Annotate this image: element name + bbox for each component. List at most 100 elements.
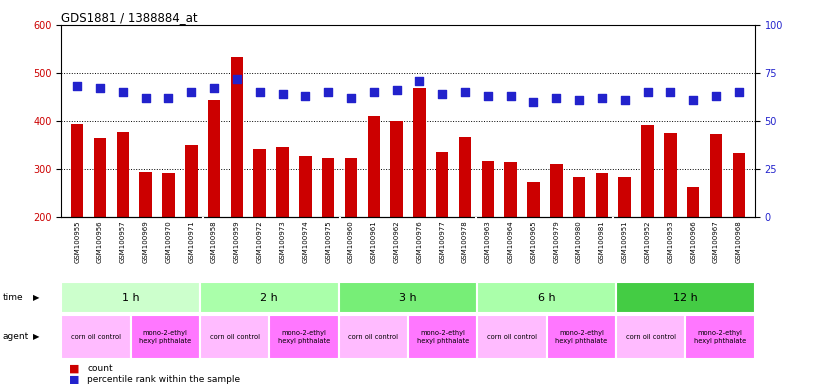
Point: [253, 89, 266, 95]
Text: GSM100979: GSM100979: [553, 220, 559, 263]
Text: 3 h: 3 h: [399, 293, 417, 303]
Text: GSM100973: GSM100973: [280, 220, 286, 263]
Text: GSM100958: GSM100958: [211, 220, 217, 263]
Point: [116, 89, 129, 95]
Text: ▶: ▶: [33, 333, 39, 341]
Point: [550, 95, 563, 101]
Text: GSM100951: GSM100951: [622, 220, 628, 263]
Bar: [339, 282, 477, 313]
Text: GSM100960: GSM100960: [348, 220, 354, 263]
Bar: [269, 315, 339, 359]
Text: GSM100962: GSM100962: [393, 220, 400, 263]
Bar: [619, 177, 631, 217]
Text: ■: ■: [69, 374, 80, 384]
Bar: [641, 125, 654, 217]
Bar: [140, 172, 152, 217]
Point: [732, 89, 745, 95]
Bar: [390, 121, 403, 217]
Text: 2 h: 2 h: [260, 293, 278, 303]
Text: agent: agent: [2, 333, 29, 341]
Bar: [61, 282, 200, 313]
Bar: [94, 138, 106, 217]
Text: GSM100975: GSM100975: [325, 220, 331, 263]
Text: count: count: [87, 364, 113, 373]
Text: GDS1881 / 1388884_at: GDS1881 / 1388884_at: [61, 12, 197, 25]
Point: [367, 89, 380, 95]
Text: ■: ■: [69, 364, 80, 374]
Bar: [344, 158, 357, 217]
Point: [139, 95, 152, 101]
Bar: [550, 164, 562, 217]
Point: [413, 78, 426, 84]
Point: [299, 93, 312, 99]
Point: [481, 93, 494, 99]
Point: [184, 89, 197, 95]
Point: [687, 97, 700, 103]
Bar: [200, 282, 339, 313]
Bar: [162, 173, 175, 217]
Text: mono-2-ethyl
hexyl phthalate: mono-2-ethyl hexyl phthalate: [416, 330, 469, 344]
Point: [230, 76, 243, 82]
Text: GSM100963: GSM100963: [485, 220, 491, 263]
Point: [527, 99, 540, 105]
Text: GSM100968: GSM100968: [736, 220, 742, 263]
Bar: [413, 88, 426, 217]
Text: GSM100953: GSM100953: [667, 220, 673, 263]
Bar: [596, 173, 608, 217]
Text: GSM100955: GSM100955: [74, 220, 80, 263]
Bar: [527, 182, 539, 217]
Bar: [477, 282, 616, 313]
Text: corn oil control: corn oil control: [348, 334, 398, 340]
Bar: [664, 134, 676, 217]
Bar: [299, 156, 312, 217]
Bar: [231, 57, 243, 217]
Bar: [367, 116, 380, 217]
Point: [504, 93, 517, 99]
Bar: [339, 315, 408, 359]
Text: GSM100976: GSM100976: [416, 220, 423, 263]
Text: mono-2-ethyl
hexyl phthalate: mono-2-ethyl hexyl phthalate: [277, 330, 330, 344]
Point: [207, 85, 220, 91]
Point: [276, 91, 289, 97]
Bar: [573, 177, 585, 217]
Text: GSM100972: GSM100972: [257, 220, 263, 263]
Text: mono-2-ethyl
hexyl phthalate: mono-2-ethyl hexyl phthalate: [555, 330, 608, 344]
Point: [436, 91, 449, 97]
Bar: [254, 149, 266, 217]
Bar: [481, 161, 494, 217]
Bar: [616, 282, 755, 313]
Point: [162, 95, 175, 101]
Point: [573, 97, 586, 103]
Text: GSM100964: GSM100964: [508, 220, 513, 263]
Bar: [477, 315, 547, 359]
Bar: [616, 315, 685, 359]
Bar: [185, 145, 197, 217]
Bar: [408, 315, 477, 359]
Text: GSM100969: GSM100969: [143, 220, 149, 263]
Text: GSM100959: GSM100959: [234, 220, 240, 263]
Text: GSM100971: GSM100971: [188, 220, 194, 263]
Text: GSM100961: GSM100961: [370, 220, 377, 263]
Text: GSM100952: GSM100952: [645, 220, 650, 263]
Point: [94, 85, 107, 91]
Bar: [208, 100, 220, 217]
Point: [709, 93, 722, 99]
Text: mono-2-ethyl
hexyl phthalate: mono-2-ethyl hexyl phthalate: [694, 330, 747, 344]
Bar: [131, 315, 200, 359]
Bar: [117, 132, 129, 217]
Text: GSM100981: GSM100981: [599, 220, 605, 263]
Text: 6 h: 6 h: [538, 293, 556, 303]
Text: corn oil control: corn oil control: [626, 334, 676, 340]
Text: corn oil control: corn oil control: [71, 334, 121, 340]
Text: 1 h: 1 h: [122, 293, 140, 303]
Bar: [277, 147, 289, 217]
Text: GSM100957: GSM100957: [120, 220, 126, 263]
Point: [71, 83, 84, 89]
Text: GSM100956: GSM100956: [97, 220, 103, 263]
Text: mono-2-ethyl
hexyl phthalate: mono-2-ethyl hexyl phthalate: [139, 330, 192, 344]
Text: GSM100974: GSM100974: [303, 220, 308, 263]
Text: corn oil control: corn oil control: [487, 334, 537, 340]
Text: 12 h: 12 h: [673, 293, 698, 303]
Text: corn oil control: corn oil control: [210, 334, 259, 340]
Bar: [436, 152, 449, 217]
